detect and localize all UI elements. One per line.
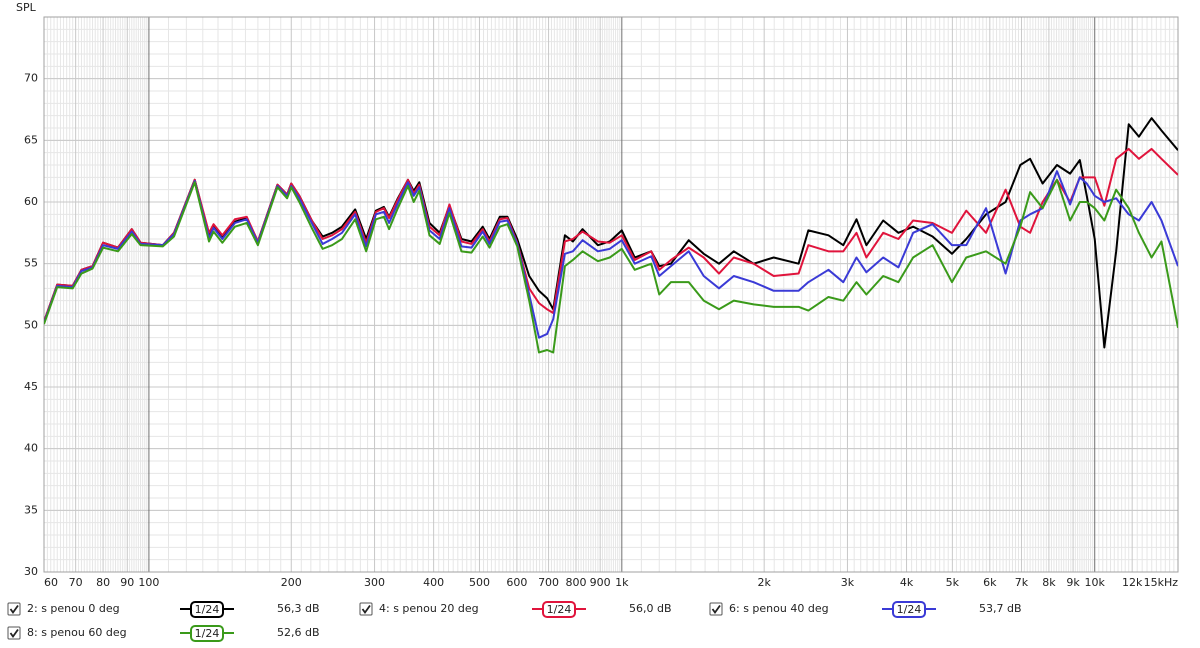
smoothing-box [892, 601, 926, 618]
smoothing-label: 1/24 [195, 627, 220, 640]
x-tick-label: 1k [615, 576, 629, 589]
x-tick-label: 80 [96, 576, 110, 589]
checkbox-check [9, 604, 19, 615]
legend-name: 8: s penou 60 deg [27, 626, 127, 639]
plot-border [43, 16, 1179, 573]
checkbox-box [709, 602, 723, 616]
legend-entry: 6: s penou 40 deg 1/24 53,7 dB [709, 601, 1022, 618]
checkbox-check [9, 628, 19, 639]
smoothing-box [190, 601, 224, 618]
legend-level: 52,6 dB [277, 626, 320, 639]
y-tick-label: 60 [24, 195, 38, 208]
smoothing-box [542, 601, 576, 618]
x-tick-label: 600 [506, 576, 527, 589]
legend-checkbox[interactable] [359, 602, 373, 616]
y-tick-label: 40 [24, 442, 38, 455]
y-axis-label: SPL [16, 1, 37, 14]
x-tick-label: 300 [364, 576, 385, 589]
x-tick-label: 90 [120, 576, 134, 589]
x-tick-label: 5k [946, 576, 960, 589]
x-tick-label: 12k [1122, 576, 1143, 589]
y-tick-label: 65 [24, 133, 38, 146]
x-tick-label: 6k [983, 576, 997, 589]
smoothing-label: 1/24 [195, 603, 220, 616]
legend-level: 56,0 dB [629, 602, 672, 615]
y-tick-label: 55 [24, 257, 38, 270]
x-tick-label: 200 [281, 576, 302, 589]
grid [43, 17, 1179, 573]
x-tick-label: 15kHz [1144, 576, 1179, 589]
series-line [44, 170, 1178, 339]
legend-checkbox[interactable] [7, 602, 21, 616]
x-tick-label: 500 [469, 576, 490, 589]
y-tick-label: 30 [24, 565, 38, 578]
x-tick-label: 700 [538, 576, 559, 589]
legend-entry: 8: s penou 60 deg 1/24 52,6 dB [7, 625, 320, 642]
legend-entry: 4: s penou 20 deg 1/24 56,0 dB [359, 601, 672, 618]
y-tick-label: 35 [24, 503, 38, 516]
x-tick-label: 900 [590, 576, 611, 589]
x-tick-label: 800 [565, 576, 586, 589]
x-tick-label: 3k [841, 576, 855, 589]
x-tick-label: 100 [138, 576, 159, 589]
series-line [44, 117, 1178, 349]
smoothing-button[interactable]: 1/24 [892, 601, 926, 618]
y-tick-label: 70 [24, 72, 38, 85]
x-tick-label: 400 [423, 576, 444, 589]
x-tick-label: 60 [44, 576, 58, 589]
legend-checkbox[interactable] [7, 626, 21, 640]
x-tick-label: 4k [900, 576, 914, 589]
smoothing-button[interactable]: 1/24 [190, 601, 224, 618]
x-tick-label: 7k [1015, 576, 1029, 589]
series-line [44, 178, 1178, 354]
checkbox-box [7, 626, 21, 640]
x-tick-label: 70 [69, 576, 83, 589]
y-tick-label: 45 [24, 380, 38, 393]
x-tick-label: 2k [757, 576, 771, 589]
legend-name: 4: s penou 20 deg [379, 602, 479, 615]
smoothing-box [190, 625, 224, 642]
series-line [44, 147, 1178, 322]
legend-name: 2: s penou 0 deg [27, 602, 120, 615]
smoothing-button[interactable]: 1/24 [542, 601, 576, 618]
x-tick-label: 8k [1042, 576, 1056, 589]
legend-level: 56,3 dB [277, 602, 320, 615]
smoothing-button[interactable]: 1/24 [190, 625, 224, 642]
y-tick-label: 50 [24, 318, 38, 331]
checkbox-check [361, 604, 371, 615]
checkbox-box [359, 602, 373, 616]
legend-entry: 2: s penou 0 deg 1/24 56,3 dB [7, 601, 320, 618]
smoothing-label: 1/24 [897, 603, 922, 616]
x-tick-label: 9k [1066, 576, 1080, 589]
checkbox-box [7, 602, 21, 616]
legend-checkbox[interactable] [709, 602, 723, 616]
legend-level: 53,7 dB [979, 602, 1022, 615]
checkbox-check [711, 604, 721, 615]
x-tick-label: 10k [1085, 576, 1106, 589]
smoothing-label: 1/24 [547, 603, 572, 616]
legend-name: 6: s penou 40 deg [729, 602, 829, 615]
